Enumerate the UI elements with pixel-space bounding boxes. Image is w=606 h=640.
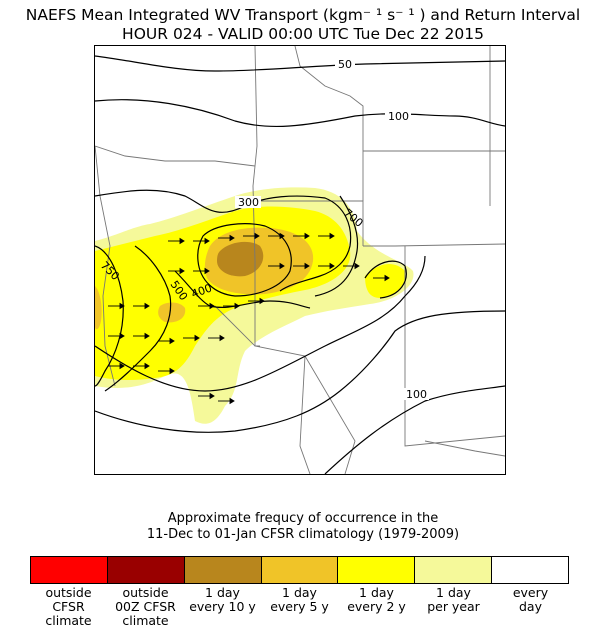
legend-label: 1 day every 5 y bbox=[270, 585, 329, 614]
legend-label: 1 day per year bbox=[427, 585, 480, 614]
political-borders bbox=[95, 46, 505, 474]
contour-50 bbox=[95, 55, 505, 72]
contour-300 bbox=[95, 189, 352, 292]
map-canvas: 50 100 300 700 750 500 400 100 bbox=[95, 46, 505, 474]
map-valid-time: HOUR 024 - VALID 00:00 UTC Tue Dec 22 20… bbox=[122, 25, 484, 43]
legend-swatch bbox=[415, 557, 493, 583]
contour-100-north bbox=[95, 99, 505, 128]
legend-caption-line1: Approximate frequcy of occurrence in the bbox=[167, 511, 439, 526]
shade-every-5y-south bbox=[158, 302, 186, 323]
legend-swatch bbox=[492, 557, 569, 583]
legend-caption-line2: 11-Dec to 01-Jan CFSR climatology (1979-… bbox=[146, 527, 460, 542]
transport-arrows bbox=[108, 232, 390, 405]
legend-swatch bbox=[338, 557, 416, 583]
legend-colorbar bbox=[30, 556, 569, 584]
shade-every-2y-east bbox=[365, 264, 406, 298]
legend-swatch bbox=[261, 557, 339, 583]
legend-swatch bbox=[107, 557, 185, 583]
contour-100-south bbox=[95, 255, 426, 392]
contour-100-se bbox=[324, 385, 505, 474]
contour-400 bbox=[174, 270, 311, 309]
contour-loop bbox=[197, 223, 292, 297]
legend-label: every day bbox=[512, 585, 549, 614]
contour-label-100-north: 100 bbox=[388, 110, 409, 123]
legend-swatch bbox=[184, 557, 262, 583]
shade-every-5y-west bbox=[95, 286, 102, 330]
contour-label-100-south: 100 bbox=[406, 388, 427, 401]
legend-labels: outside CFSR climate outside 00Z CFSR cli… bbox=[30, 586, 569, 634]
contour-east bbox=[364, 260, 407, 299]
shade-every-10y bbox=[217, 241, 264, 277]
shading-layer bbox=[95, 187, 414, 424]
contour-south bbox=[95, 310, 505, 433]
contour-label-50: 50 bbox=[338, 58, 352, 71]
legend-label: outside CFSR climate bbox=[45, 585, 92, 628]
legend-swatch bbox=[31, 557, 108, 583]
contour-500 bbox=[104, 245, 172, 392]
contour-label-300: 300 bbox=[238, 196, 259, 209]
legend-label: 1 day every 2 y bbox=[347, 585, 406, 614]
legend-label: 1 day every 10 y bbox=[189, 585, 256, 614]
map-title: NAEFS Mean Integrated WV Transport (kgm⁻… bbox=[25, 6, 581, 24]
legend-label: outside 00Z CFSR climate bbox=[115, 585, 176, 628]
contour-700 bbox=[314, 195, 359, 297]
map-panel: 50 100 300 700 750 500 400 100 bbox=[94, 45, 506, 475]
